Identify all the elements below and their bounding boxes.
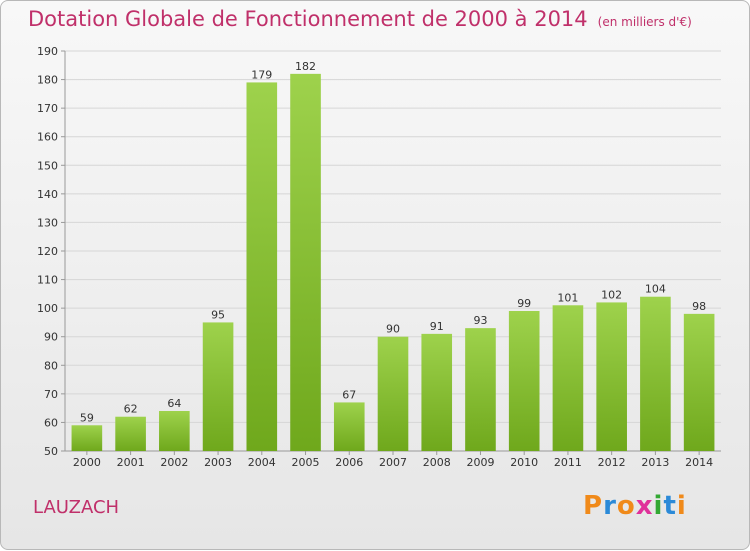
bar [552, 305, 584, 451]
bar-value-label: 104 [645, 283, 666, 296]
bar [377, 336, 409, 451]
bar-value-label: 182 [295, 60, 316, 73]
bar-value-label: 64 [167, 397, 181, 410]
y-tick-label: 110 [37, 274, 58, 287]
bar [71, 425, 103, 451]
x-tick-label: 2002 [160, 456, 188, 469]
chart-unit: (en milliers d'€) [597, 15, 692, 29]
bar-value-label: 93 [473, 314, 487, 327]
bar [421, 333, 453, 451]
y-tick-label: 50 [44, 445, 58, 458]
y-tick-label: 180 [37, 74, 58, 87]
bar-value-label: 101 [557, 291, 578, 304]
proxiti-logo: Proxiti [583, 491, 687, 521]
y-tick-label: 90 [44, 331, 58, 344]
bar-value-label: 102 [601, 288, 622, 301]
logo-letter: i [653, 491, 664, 521]
bar [246, 82, 278, 451]
bar-value-label: 99 [517, 297, 531, 310]
bar-value-label: 59 [80, 411, 94, 424]
commune-name: LAUZACH [33, 497, 120, 518]
bar [159, 411, 190, 451]
x-tick-label: 2010 [510, 456, 538, 469]
bar [333, 402, 365, 451]
x-tick-label: 2012 [598, 456, 626, 469]
y-tick-label: 170 [37, 102, 58, 115]
bar [465, 328, 496, 451]
chart-title-text: Dotation Globale de Fonctionnement de 20… [28, 7, 588, 31]
bar-value-label: 90 [386, 323, 400, 336]
x-tick-label: 2001 [117, 456, 145, 469]
bar-value-label: 98 [692, 300, 706, 313]
logo-letter: x [635, 491, 654, 521]
y-tick-label: 140 [37, 188, 58, 201]
bar [596, 302, 627, 451]
y-tick-label: 130 [37, 216, 58, 229]
bar [640, 296, 671, 451]
bar-value-label: 95 [211, 308, 225, 321]
y-tick-label: 80 [44, 359, 58, 372]
bar [115, 416, 146, 451]
y-tick-label: 150 [37, 159, 58, 172]
x-tick-label: 2013 [641, 456, 669, 469]
y-tick-label: 100 [37, 302, 58, 315]
y-tick-label: 160 [37, 131, 58, 144]
bar [202, 322, 234, 451]
x-tick-label: 2011 [554, 456, 582, 469]
x-tick-label: 2000 [73, 456, 101, 469]
x-tick-label: 2009 [466, 456, 494, 469]
y-tick-label: 190 [37, 45, 58, 58]
logo-letter: o [616, 491, 636, 521]
x-tick-label: 2003 [204, 456, 232, 469]
y-tick-label: 60 [44, 416, 58, 429]
y-tick-label: 120 [37, 245, 58, 258]
x-tick-label: 2007 [379, 456, 407, 469]
x-tick-label: 2014 [685, 456, 713, 469]
bar [508, 311, 540, 451]
chart-title: Dotation Globale de Fonctionnement de 20… [28, 7, 692, 31]
x-tick-label: 2006 [335, 456, 363, 469]
bar-value-label: 91 [430, 320, 444, 333]
bar-value-label: 179 [251, 68, 272, 81]
logo-letter: i [676, 491, 687, 521]
logo-letter: P [583, 491, 604, 521]
bar [683, 313, 715, 451]
y-tick-label: 70 [44, 388, 58, 401]
x-tick-label: 2004 [248, 456, 276, 469]
logo-letter: t [663, 491, 677, 521]
bar [290, 73, 321, 451]
x-tick-label: 2008 [423, 456, 451, 469]
logo-letter: r [603, 491, 617, 521]
x-tick-label: 2005 [292, 456, 320, 469]
bar-value-label: 67 [342, 388, 356, 401]
bar-value-label: 62 [124, 403, 138, 416]
